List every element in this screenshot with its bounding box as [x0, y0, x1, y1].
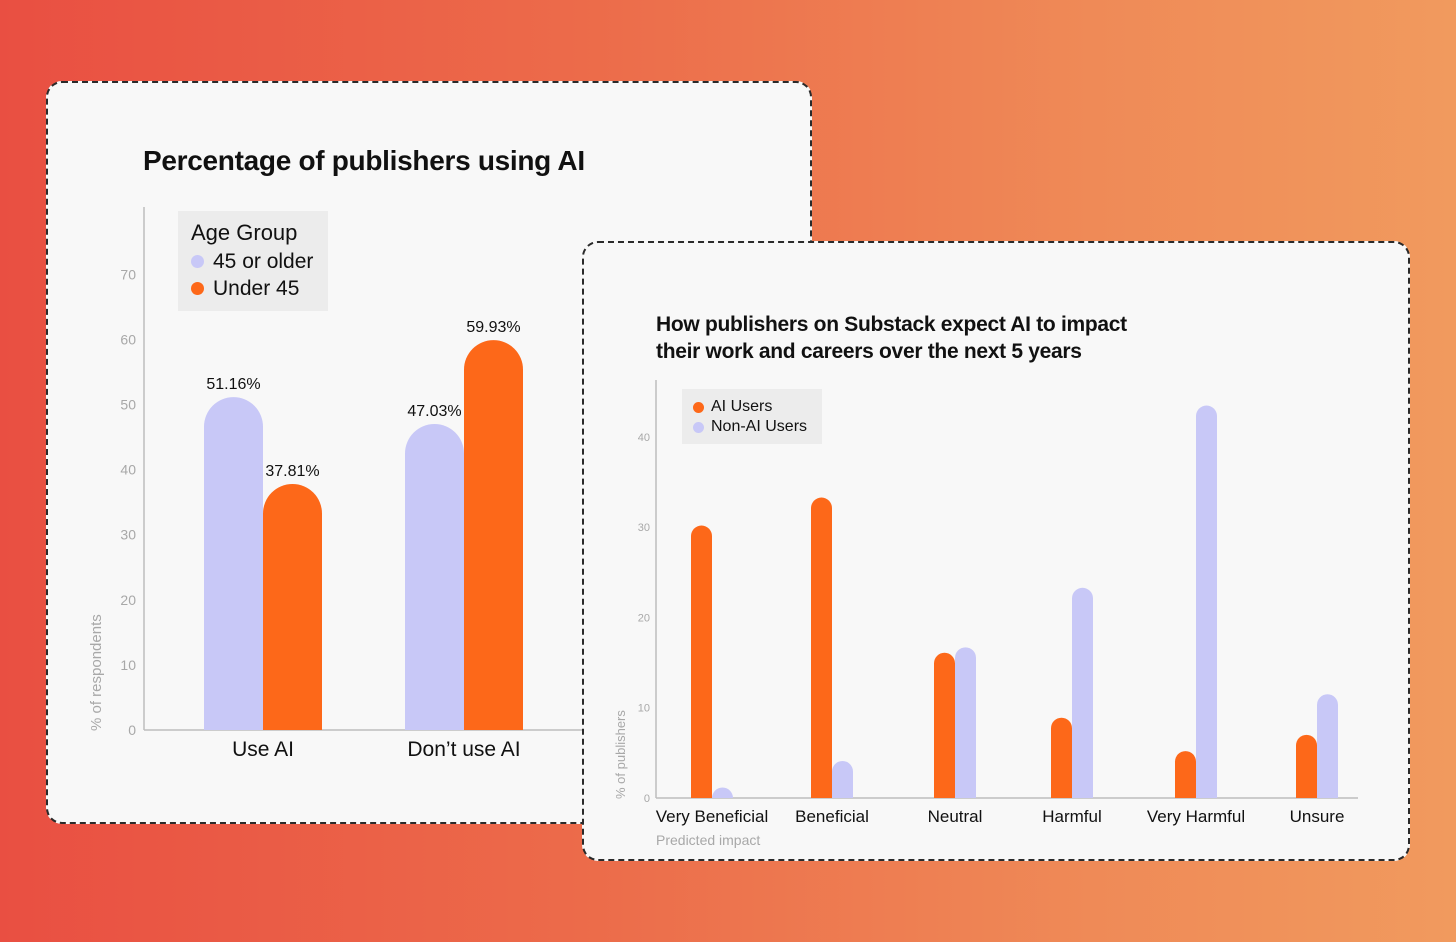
bar-chart-ai-impact: 0 10 20 30 40 % of publishers Predicted impact…	[613, 380, 1358, 848]
legend: Age Group 45 or older Under 45	[178, 211, 328, 311]
legend: AI Users Non-AI Users	[682, 389, 822, 444]
bar-non-ai-users-neutral	[955, 647, 976, 798]
bar-ai-users-very-beneficial	[691, 525, 712, 798]
legend-swatch-45-or-older	[191, 255, 204, 268]
legend-swatch-under-45	[191, 282, 204, 295]
x-tick-label: Neutral	[928, 807, 983, 826]
data-label: 51.16%	[206, 376, 260, 393]
legend-label: AI Users	[711, 398, 773, 415]
bar-chart-ai-usage: 0 10 20 30 40 50 60 70 % of respondents 51.16% 37.…	[88, 207, 808, 761]
y-tick-label: 40	[120, 462, 136, 478]
bar-under-45-use-ai	[263, 483, 322, 730]
legend-item-non-ai-users: Non-AI Users	[693, 417, 811, 437]
x-tick-label: Harmful	[1042, 807, 1102, 826]
chart-title: Percentage of publishers using AI	[143, 145, 585, 176]
y-tick-label: 70	[120, 266, 136, 282]
bar-non-ai-users-beneficial	[832, 761, 853, 798]
chart-card-ai-impact: How publishers on Substack expect AI to …	[582, 241, 1410, 861]
legend-swatch-ai-users	[693, 401, 704, 413]
bar-non-ai-users-harmful	[1072, 587, 1093, 798]
bar-under-45-don-t-use-ai	[464, 340, 523, 730]
bar-45-or-older-don-t-use-ai	[405, 423, 464, 730]
y-tick-label: 30	[120, 527, 136, 543]
y-tick-label: 20	[638, 612, 650, 624]
chart-title: How publishers on Substack expect AI to …	[656, 313, 1127, 363]
data-label: 59.93%	[466, 319, 520, 336]
legend-label: Non-AI Users	[711, 418, 808, 435]
x-axis-label: Predicted impact	[656, 832, 760, 848]
bar-non-ai-users-very-harmful	[1196, 405, 1217, 798]
data-label: 47.03%	[407, 403, 461, 420]
y-tick-label: 30	[638, 522, 650, 534]
bar-45-or-older-use-ai	[204, 397, 263, 730]
bar-non-ai-users-very-beneficial	[712, 787, 733, 798]
legend-item-under-45: Under 45	[191, 275, 315, 302]
bar-ai-users-neutral	[934, 652, 955, 798]
x-tick-label: Unsure	[1290, 807, 1345, 826]
legend-label: 45 or older	[213, 249, 314, 273]
legend-item-45-or-older: 45 or older	[191, 248, 315, 275]
bar-ai-users-very-harmful	[1175, 751, 1196, 798]
x-tick-label: Don’t use AI	[407, 738, 520, 761]
x-tick-label: Use AI	[232, 738, 294, 761]
y-tick-label: 0	[644, 793, 650, 805]
legend-item-ai-users: AI Users	[693, 397, 811, 417]
y-tick-label: 10	[638, 703, 650, 715]
y-tick-label: 10	[120, 657, 136, 673]
bar-ai-users-unsure	[1296, 734, 1317, 798]
x-tick-label: Very Beneficial	[656, 807, 768, 826]
y-axis-label: % of publishers	[613, 710, 628, 799]
y-tick-label: 40	[638, 432, 650, 444]
y-tick-label: 50	[120, 397, 136, 413]
y-tick-label: 0	[128, 722, 136, 738]
y-axis-label: % of respondents	[88, 614, 105, 731]
bar-non-ai-users-unsure	[1317, 694, 1338, 798]
legend-swatch-non-ai-users	[693, 421, 704, 433]
x-tick-label: Very Harmful	[1147, 807, 1245, 826]
legend-title: Age Group	[191, 220, 298, 245]
bar-ai-users-harmful	[1051, 717, 1072, 798]
legend-label: Under 45	[213, 276, 300, 300]
y-tick-label: 20	[120, 592, 136, 608]
bar-ai-users-beneficial	[811, 497, 832, 798]
x-tick-label: Beneficial	[795, 807, 869, 826]
y-tick-label: 60	[120, 332, 136, 348]
data-label: 37.81%	[265, 463, 319, 480]
